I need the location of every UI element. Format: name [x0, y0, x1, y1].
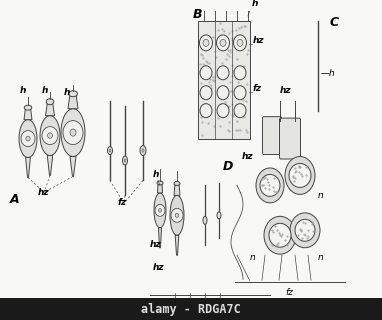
FancyBboxPatch shape: [280, 118, 301, 159]
Ellipse shape: [269, 223, 291, 247]
Ellipse shape: [264, 216, 296, 254]
Ellipse shape: [154, 193, 166, 228]
Polygon shape: [70, 156, 76, 176]
Polygon shape: [47, 156, 53, 175]
Text: n: n: [318, 253, 324, 262]
Ellipse shape: [290, 213, 320, 248]
Ellipse shape: [217, 212, 221, 219]
Ellipse shape: [109, 149, 111, 152]
Ellipse shape: [217, 66, 229, 80]
Ellipse shape: [256, 168, 284, 203]
Ellipse shape: [61, 109, 85, 156]
Bar: [0, 298, 382, 320]
Polygon shape: [68, 94, 78, 109]
Ellipse shape: [159, 209, 162, 212]
Ellipse shape: [234, 66, 246, 80]
Text: h: h: [42, 86, 48, 95]
Ellipse shape: [175, 213, 179, 217]
Ellipse shape: [63, 121, 83, 145]
Ellipse shape: [19, 120, 37, 157]
Ellipse shape: [237, 39, 243, 46]
Ellipse shape: [233, 35, 246, 51]
Ellipse shape: [124, 159, 126, 162]
Ellipse shape: [123, 156, 128, 165]
Ellipse shape: [140, 146, 146, 156]
Text: n: n: [150, 298, 156, 307]
Ellipse shape: [155, 204, 165, 216]
Text: hz: hz: [153, 263, 165, 272]
Ellipse shape: [107, 147, 113, 155]
Ellipse shape: [40, 116, 60, 156]
Text: h: h: [20, 86, 26, 95]
Text: hz: hz: [280, 86, 291, 95]
Ellipse shape: [200, 66, 212, 80]
Ellipse shape: [70, 129, 76, 136]
Ellipse shape: [157, 181, 163, 185]
Ellipse shape: [26, 136, 30, 141]
Ellipse shape: [217, 104, 229, 118]
Ellipse shape: [68, 91, 78, 97]
Ellipse shape: [260, 174, 280, 196]
Text: fz: fz: [253, 84, 262, 93]
Text: fz: fz: [285, 288, 293, 297]
Ellipse shape: [171, 208, 183, 222]
Text: n: n: [318, 191, 324, 200]
Ellipse shape: [203, 216, 207, 224]
Text: hz: hz: [38, 188, 50, 197]
Ellipse shape: [285, 156, 315, 194]
Text: B: B: [193, 8, 202, 21]
Ellipse shape: [24, 105, 32, 110]
Polygon shape: [26, 157, 31, 178]
Ellipse shape: [170, 196, 184, 235]
Text: fz: fz: [227, 298, 235, 307]
Ellipse shape: [142, 149, 144, 152]
Bar: [198, 21, 250, 139]
Ellipse shape: [217, 86, 229, 100]
Ellipse shape: [174, 181, 180, 185]
Ellipse shape: [21, 131, 35, 147]
Ellipse shape: [200, 104, 212, 118]
Text: h: h: [153, 171, 159, 180]
Polygon shape: [159, 228, 162, 248]
Ellipse shape: [200, 86, 212, 100]
Text: D: D: [223, 160, 233, 173]
Polygon shape: [45, 102, 55, 116]
Text: hz: hz: [242, 151, 254, 161]
Ellipse shape: [289, 164, 311, 188]
Ellipse shape: [199, 35, 212, 51]
Text: C: C: [330, 16, 339, 29]
Ellipse shape: [203, 39, 209, 46]
Ellipse shape: [48, 133, 52, 138]
Text: h: h: [252, 0, 258, 8]
Ellipse shape: [234, 104, 246, 118]
Text: fz: fz: [118, 198, 127, 207]
Polygon shape: [24, 108, 32, 120]
Ellipse shape: [42, 127, 58, 145]
Text: —h: —h: [321, 69, 336, 78]
Ellipse shape: [234, 86, 246, 100]
FancyBboxPatch shape: [262, 117, 282, 155]
Ellipse shape: [46, 99, 54, 105]
Text: hz: hz: [253, 36, 265, 45]
Polygon shape: [157, 183, 162, 193]
Text: h: h: [64, 88, 70, 97]
Text: hz: hz: [150, 240, 162, 249]
Text: A: A: [10, 193, 19, 206]
Ellipse shape: [217, 35, 230, 51]
Ellipse shape: [295, 219, 315, 241]
Polygon shape: [174, 183, 180, 196]
Ellipse shape: [220, 39, 226, 46]
Text: alamy - RDGA7C: alamy - RDGA7C: [141, 302, 241, 316]
Polygon shape: [175, 235, 179, 255]
Text: n: n: [250, 253, 256, 262]
